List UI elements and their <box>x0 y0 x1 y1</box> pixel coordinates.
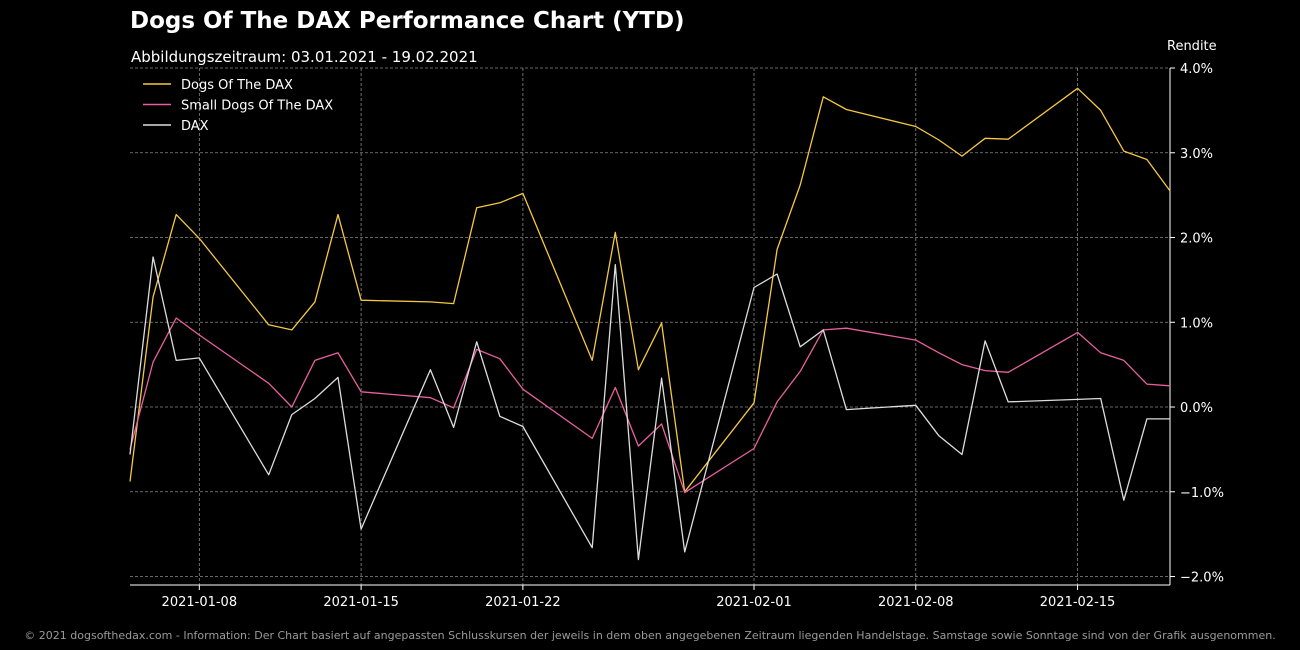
y-tick-label: −2.0% <box>1180 571 1224 586</box>
legend-label: Dogs Of The DAX <box>181 78 293 93</box>
legend: Dogs Of The DAX Small Dogs Of The DAX DAX <box>143 78 333 134</box>
x-tick-label: 2021-02-08 <box>878 595 954 610</box>
axes: 4.0% 3.0% 2.0% 1.0% 0.0% −1.0% −2.0% 2021-01-08… <box>130 62 1224 610</box>
x-tick-label: 2021-02-15 <box>1040 595 1116 610</box>
y-tick-label: 3.0% <box>1180 147 1213 162</box>
x-tick-label: 2021-01-08 <box>162 595 238 610</box>
legend-label: DAX <box>181 119 209 134</box>
footer-note: © 2021 dogsofthedax.com - Information: D… <box>24 629 1276 642</box>
y-tick-label: 4.0% <box>1180 62 1213 77</box>
x-tick-label: 2021-01-22 <box>485 595 561 610</box>
y-tick-label: −1.0% <box>1180 486 1224 501</box>
chart-title: Dogs Of The DAX Performance Chart (YTD) <box>130 8 685 34</box>
series-line-dax <box>129 256 1170 561</box>
y-tick-label: 2.0% <box>1180 232 1213 247</box>
x-tick-label: 2021-02-01 <box>716 595 792 610</box>
y-tick-label: 1.0% <box>1180 316 1213 331</box>
series-lines <box>129 87 1171 561</box>
grid-lines <box>130 67 1170 585</box>
chart-subtitle: Abbildungszeitraum: 03.01.2021 - 19.02.2… <box>131 48 478 66</box>
x-tick-label: 2021-01-15 <box>323 595 399 610</box>
legend-label: Small Dogs Of The DAX <box>181 99 333 114</box>
series-line-dogs-of-the-dax <box>129 87 1171 493</box>
y-tick-label: 0.0% <box>1180 401 1213 416</box>
y-axis-label: Rendite <box>1167 39 1217 54</box>
